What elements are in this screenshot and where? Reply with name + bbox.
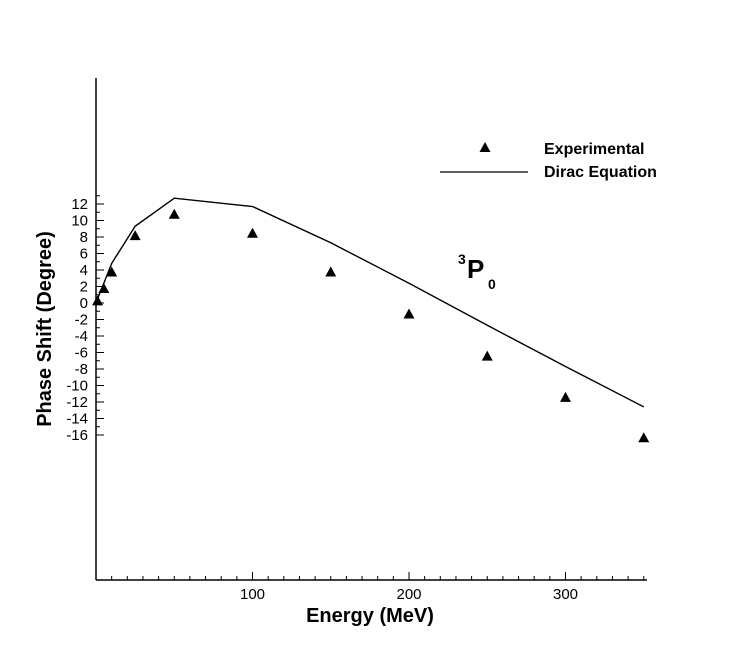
y-tick-label: -4: [75, 328, 88, 345]
annotation-base: P: [467, 254, 484, 284]
experimental-point: [481, 350, 493, 361]
y-tick-label: -16: [66, 427, 88, 444]
y-tick-label: -8: [75, 361, 88, 378]
y-tick-label: -10: [66, 378, 88, 395]
experimental-point: [247, 227, 258, 238]
legend-label-dirac: Dirac Equation: [544, 164, 657, 181]
experimental-point: [98, 282, 110, 293]
legend-marker-experimental: [479, 142, 491, 152]
y-tick-label: 4: [80, 262, 88, 279]
dirac-equation-series: [95, 197, 645, 408]
annotation-subscript: 0: [488, 276, 496, 292]
experimental-point: [638, 432, 650, 443]
y-tick-label: -2: [75, 312, 88, 329]
y-tick-label: -12: [66, 394, 88, 411]
dirac-equation-line: [95, 197, 645, 408]
ticks: [96, 195, 645, 580]
experimental-point: [129, 230, 141, 241]
experimental-point: [92, 295, 104, 306]
state-annotation: 3 P 0: [458, 251, 496, 292]
y-tick-label: 10: [71, 213, 88, 230]
x-tick-label: 300: [553, 586, 578, 603]
y-axis-title: Phase Shift (Degree): [34, 231, 56, 427]
experimental-point: [403, 308, 415, 319]
y-tick-label: 0: [80, 295, 88, 312]
y-tick-label: 12: [71, 196, 88, 213]
y-tick-label: -14: [66, 411, 88, 428]
x-tick-label: 100: [240, 586, 265, 603]
annotation-superscript: 3: [458, 251, 466, 267]
y-tick-label: 2: [80, 279, 88, 296]
experimental-point: [168, 208, 180, 219]
experimental-point: [106, 266, 118, 277]
y-tick-label: 6: [80, 246, 88, 263]
y-tick-label: 8: [80, 229, 88, 246]
x-axis-title: Energy (MeV): [306, 605, 434, 627]
axes: [95, 78, 647, 581]
experimental-series: [92, 208, 650, 443]
experimental-point: [560, 391, 571, 402]
legend: Experimental Dirac Equation: [440, 141, 657, 181]
y-tick-label: -6: [75, 345, 88, 362]
legend-label-experimental: Experimental: [544, 141, 644, 158]
x-tick-label: 200: [396, 586, 421, 603]
experimental-point: [325, 266, 337, 277]
